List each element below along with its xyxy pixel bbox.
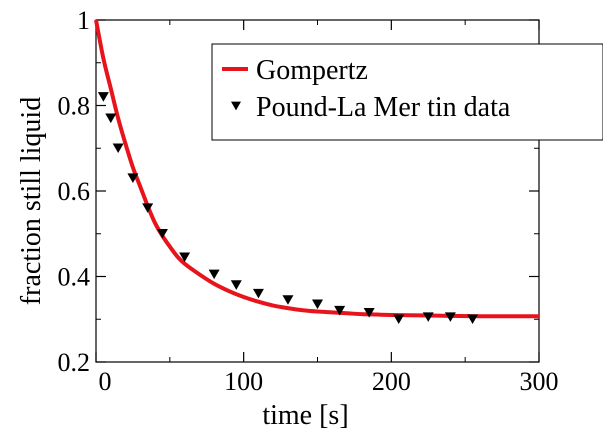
legend: Gompertz Pound-La Mer tin data	[211, 43, 603, 141]
axes: 0 100 200 300 0.2 0.4 0.6 0.8 1	[58, 6, 559, 396]
data-point	[179, 252, 191, 263]
y-tick-label: 0.8	[58, 92, 91, 121]
plot-area	[94, 19, 539, 325]
data-point	[282, 295, 294, 305]
data-point	[112, 143, 124, 154]
legend-triangle-swatch	[231, 101, 241, 111]
y-axis-label: fraction still liquid	[16, 97, 47, 305]
data-point	[127, 173, 139, 183]
data-point	[393, 314, 405, 325]
y-tick-label: 1	[77, 6, 90, 35]
x-axis-label: time [s]	[262, 400, 348, 431]
data-point	[334, 305, 346, 316]
data-point	[97, 92, 109, 102]
data-point	[467, 314, 479, 325]
data-point	[312, 299, 323, 310]
y-tick-label: 0.6	[58, 177, 91, 206]
data-point	[363, 308, 375, 318]
x-tick-label: 300	[520, 367, 559, 396]
legend-label-tin-data: Pound-La Mer tin data	[256, 92, 511, 123]
data-point	[142, 203, 154, 213]
data-point	[252, 288, 264, 299]
data-point	[230, 280, 242, 290]
y-tick-label: 0.4	[58, 263, 91, 292]
data-point	[444, 312, 456, 322]
gompertz-curve	[94, 19, 539, 319]
data-point	[208, 269, 220, 280]
x-tick-label: 100	[224, 367, 263, 396]
data-point	[156, 228, 168, 239]
legend-box	[211, 43, 603, 141]
x-tick-label: 200	[372, 367, 411, 396]
x-tick-label: 0	[99, 367, 112, 396]
data-point	[422, 312, 434, 322]
legend-label-gompertz: Gompertz	[256, 55, 368, 86]
data-point	[105, 113, 117, 124]
y-tick-label: 0.2	[58, 348, 91, 377]
